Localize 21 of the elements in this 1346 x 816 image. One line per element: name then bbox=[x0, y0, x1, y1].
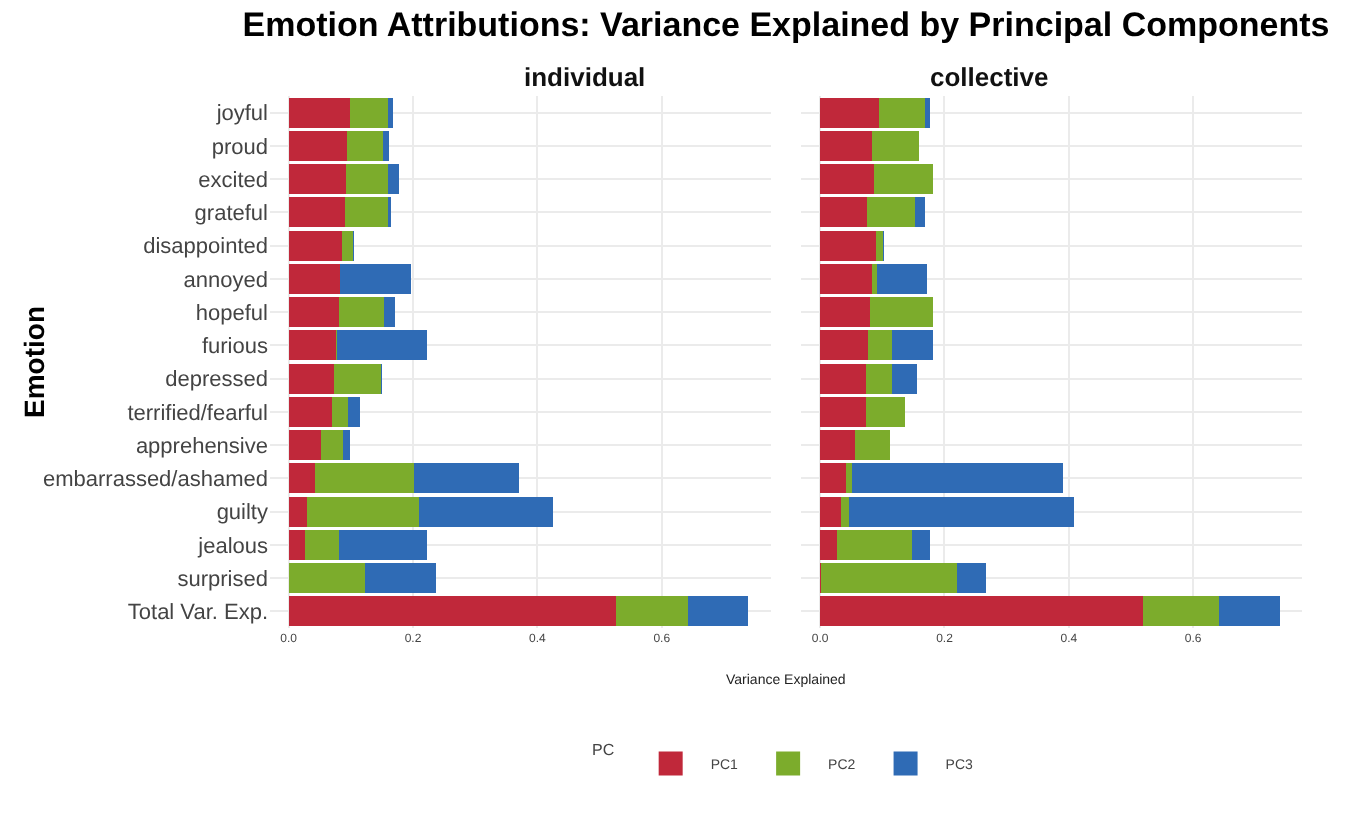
chart-subtitle: individual bbox=[524, 62, 646, 92]
y-tick-label: excited bbox=[198, 168, 268, 193]
y-tick-label: furious bbox=[201, 335, 269, 360]
y-tick-label: Total Var. Exp. bbox=[127, 601, 268, 626]
y-tick-label: proud bbox=[211, 135, 268, 160]
y-tick-label: depressed bbox=[165, 368, 268, 393]
y-tick-label: joyful bbox=[214, 102, 268, 127]
y-tick-label: guilty bbox=[216, 501, 269, 526]
y-tick-label: jealous bbox=[196, 534, 269, 559]
y-tick-label: disappointed bbox=[143, 235, 268, 260]
y-tick-label: embarrassed/ashamed bbox=[42, 468, 268, 493]
y-tick-label: surprised bbox=[177, 567, 268, 592]
y-tick-label: terrified/fearful bbox=[127, 401, 268, 426]
legend-title: PC bbox=[592, 741, 615, 760]
y-tick-label: hopeful bbox=[195, 301, 268, 326]
y-tick-label: apprehensive bbox=[135, 434, 268, 459]
y-tick-label: grateful bbox=[194, 202, 268, 227]
y-axis-title: Emotion bbox=[18, 306, 50, 418]
y-tick-label: annoyed bbox=[183, 268, 268, 293]
chart-title: Emotion Attributions: Variance Explained by Principal Components bbox=[242, 6, 1330, 45]
chart-subtitle: collective bbox=[930, 62, 1049, 92]
